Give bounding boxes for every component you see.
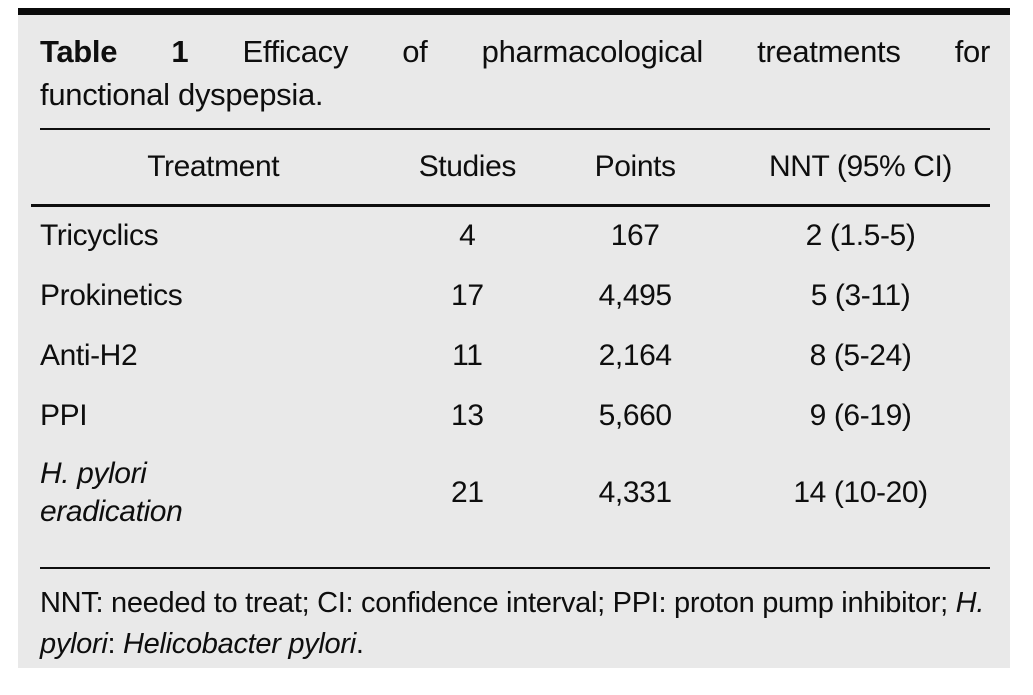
cell-points: 167 bbox=[610, 219, 660, 253]
cell-treatment: H. pylori eradication bbox=[31, 446, 395, 541]
table-title: Table 1 Efficacy of pharmacological trea… bbox=[40, 30, 990, 116]
cell-studies: 13 bbox=[451, 398, 484, 432]
cell-treatment: PPI bbox=[40, 398, 88, 432]
table-panel: Table 1 Efficacy of pharmacological trea… bbox=[18, 8, 1010, 668]
footnote-period: . bbox=[355, 627, 364, 660]
rule-above-footnote bbox=[40, 566, 990, 569]
table-footnote: NNT: needed to treat; CI: confidence int… bbox=[40, 583, 990, 665]
hpylori-eradication-label: H. pylori eradication bbox=[40, 457, 183, 528]
footnote-separator: : bbox=[107, 627, 124, 660]
footnote-hpylori-abbrev: H. pylori bbox=[40, 586, 985, 660]
table-row: Prokinetics 17 4,495 5 (3-11) bbox=[31, 266, 990, 326]
cell-nnt: 2 (1.5-5) bbox=[805, 219, 916, 253]
column-header-treatment: Treatment bbox=[31, 130, 396, 207]
cell-studies: 21 bbox=[451, 476, 484, 509]
cell-treatment: Anti-H2 bbox=[40, 338, 138, 372]
column-header-points: Points bbox=[539, 130, 732, 207]
cell-studies: 11 bbox=[452, 338, 483, 372]
header-row: Treatment Studies Points NNT (95% CI) bbox=[31, 130, 990, 207]
cell-treatment: Tricyclics bbox=[40, 219, 159, 253]
cell-treatment: Prokinetics bbox=[40, 278, 183, 312]
table-row: Anti-H2 11 2,164 8 (5-24) bbox=[31, 326, 990, 386]
cell-points: 4,331 bbox=[598, 476, 672, 509]
rule-under-title bbox=[40, 128, 990, 130]
column-header-nnt: NNT (95% CI) bbox=[731, 130, 990, 207]
cell-nnt: 5 (3-11) bbox=[810, 278, 911, 312]
cell-points: 5,660 bbox=[598, 398, 672, 432]
cell-studies: 17 bbox=[451, 278, 484, 312]
table-row: Tricyclics 4 167 2 (1.5-5) bbox=[31, 206, 990, 266]
cell-nnt: 9 (6-19) bbox=[809, 398, 912, 432]
efficacy-table: Treatment Studies Points NNT (95% CI) Tr… bbox=[31, 130, 990, 541]
cell-nnt: 14 (10-20) bbox=[793, 476, 928, 509]
table-row: PPI 13 5,660 9 (6-19) bbox=[31, 386, 990, 446]
cell-nnt: 8 (5-24) bbox=[809, 338, 912, 372]
cell-points: 2,164 bbox=[598, 338, 672, 372]
table-title-line1: Table 1 Efficacy of pharmacological trea… bbox=[40, 30, 990, 73]
table-row: H. pylori eradication 21 4,331 14 (10-20… bbox=[31, 446, 990, 541]
footnote-abbreviations: NNT: needed to treat; CI: confidence int… bbox=[40, 586, 956, 619]
cell-points: 4,495 bbox=[598, 278, 672, 312]
cell-studies: 4 bbox=[459, 219, 476, 253]
table-number-label: Table 1 bbox=[40, 34, 189, 69]
table-title-line2: functional dyspepsia. bbox=[40, 77, 324, 112]
table-title-text: Efficacy of pharmacological treatments f… bbox=[188, 34, 990, 69]
column-header-studies: Studies bbox=[395, 130, 540, 207]
footnote-hpylori-fullname: Helicobacter pylori bbox=[123, 627, 356, 660]
